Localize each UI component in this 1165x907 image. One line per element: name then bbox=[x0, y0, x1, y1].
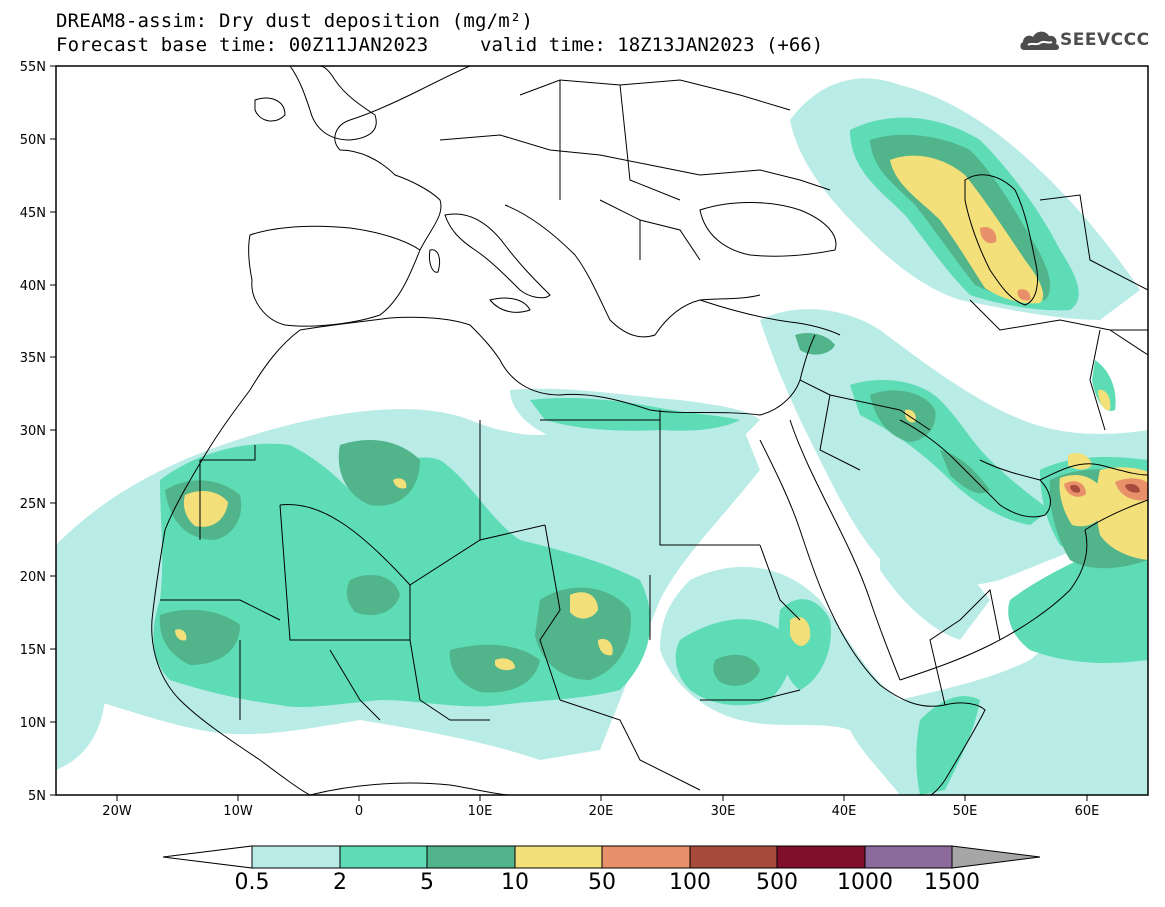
colorbar-swatch bbox=[426, 845, 516, 869]
colorbar-swatch bbox=[776, 845, 866, 869]
colorbar-upper-arrow bbox=[951, 845, 1041, 869]
coastlines bbox=[151, 66, 1148, 795]
colorbar bbox=[162, 845, 1041, 869]
lat-labels: 55N 50N 45N 40N 35N 30N 25N 20N 15N 10N … bbox=[20, 60, 46, 804]
logo-text: SEEVCCC bbox=[1060, 30, 1150, 50]
colorbar-swatch bbox=[514, 845, 603, 869]
cloud-logo-icon bbox=[1020, 31, 1059, 50]
lat-tick: 5N bbox=[28, 789, 46, 804]
colorbar-swatch bbox=[339, 845, 428, 869]
lon-tick: 20W bbox=[102, 804, 132, 819]
colorbar-label: 10 bbox=[501, 870, 529, 895]
lat-tick: 25N bbox=[20, 497, 46, 512]
colorbar-label: 50 bbox=[588, 870, 616, 895]
lat-tick: 15N bbox=[20, 643, 46, 658]
colorbar-label: 1000 bbox=[837, 870, 893, 895]
map-title: DREAM8-assim: Dry dust deposition (mg/m²… bbox=[56, 10, 534, 32]
lat-tick: 20N bbox=[20, 570, 46, 585]
colorbar-swatch bbox=[251, 845, 341, 869]
lat-tick: 55N bbox=[20, 60, 46, 75]
colorbar-swatch bbox=[689, 845, 778, 869]
colorbar-lower-arrow bbox=[162, 845, 253, 869]
valid-time: valid time: 18Z13JAN2023 (+66) bbox=[480, 34, 824, 56]
lon-tick: 10E bbox=[468, 804, 493, 819]
colorbar-label: 2 bbox=[333, 870, 347, 895]
colorbar-swatch bbox=[864, 845, 953, 869]
lon-tick: 30E bbox=[711, 804, 736, 819]
lon-tick: 60E bbox=[1075, 804, 1100, 819]
lat-tick: 35N bbox=[20, 351, 46, 366]
colorbar-label: 100 bbox=[669, 870, 711, 895]
colorbar-label: 500 bbox=[756, 870, 798, 895]
lon-tick: 10W bbox=[223, 804, 253, 819]
lon-tick: 40E bbox=[832, 804, 857, 819]
axis-ticks bbox=[50, 65, 1088, 801]
lat-tick: 30N bbox=[20, 424, 46, 439]
dust-fields bbox=[56, 78, 1148, 795]
lon-tick: 50E bbox=[953, 804, 978, 819]
lat-tick: 45N bbox=[20, 206, 46, 221]
lon-tick: 0 bbox=[355, 804, 363, 819]
colorbar-label: 0.5 bbox=[234, 870, 270, 895]
colorbar-label: 5 bbox=[420, 870, 434, 895]
colorbar-swatch bbox=[601, 845, 691, 869]
lon-labels: 20W 10W 0 10E 20E 30E 40E 50E 60E bbox=[102, 804, 1099, 819]
lon-tick: 20E bbox=[589, 804, 614, 819]
lat-tick: 10N bbox=[20, 716, 46, 731]
lat-tick: 40N bbox=[20, 279, 46, 294]
colorbar-label: 1500 bbox=[924, 870, 980, 895]
forecast-base-time: Forecast base time: 00Z11JAN2023 bbox=[56, 34, 429, 56]
lat-tick: 50N bbox=[20, 133, 46, 148]
